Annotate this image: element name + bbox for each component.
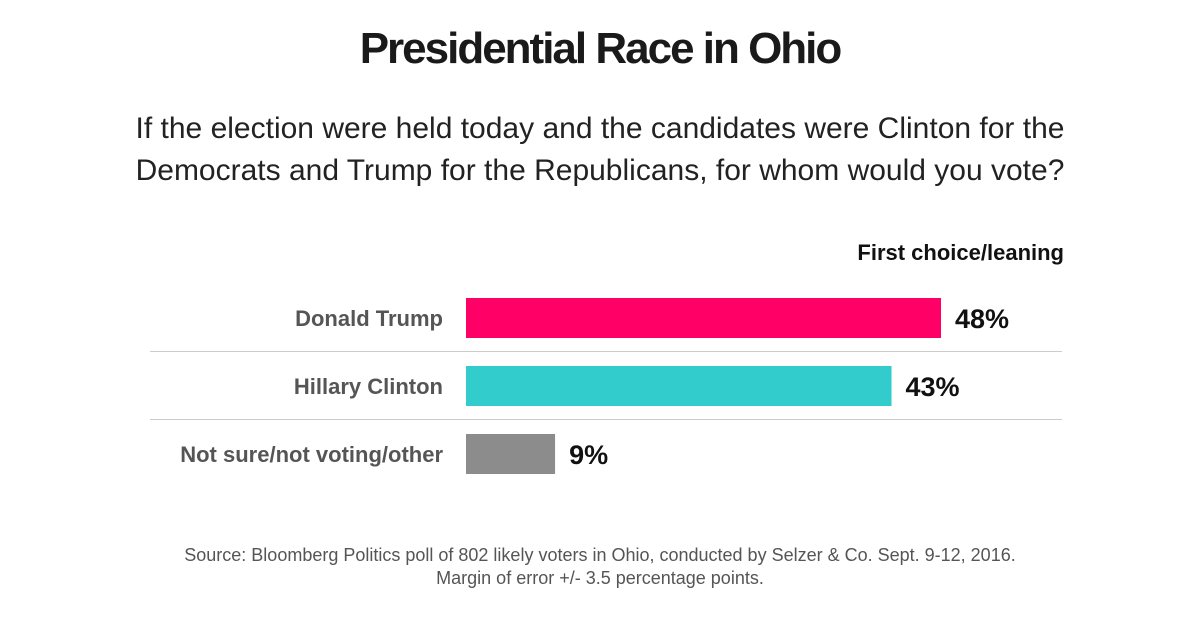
value-label: 48% (955, 304, 1009, 334)
margin-of-error-line: Margin of error +/- 3.5 percentage point… (436, 568, 764, 588)
column-header: First choice/leaning (857, 240, 1064, 265)
chart-subtitle: If the election were held today and the … (135, 112, 1065, 187)
bar-chart: Donald Trump 48% Hillary Clinton 43% Not sur… (150, 298, 1062, 474)
category-label: Donald Trump (295, 306, 443, 331)
value-label: 9% (569, 440, 608, 470)
value-label: 43% (906, 372, 960, 402)
bar (466, 298, 941, 338)
bar (466, 434, 556, 474)
category-label: Hillary Clinton (294, 374, 443, 399)
source-line: Source: Bloomberg Politics poll of 802 l… (184, 545, 1016, 565)
bar (466, 366, 892, 406)
category-label: Not sure/not voting/other (180, 442, 443, 467)
source-note: Source: Bloomberg Politics poll of 802 l… (0, 544, 1200, 590)
chart-title: Presidential Race in Ohio (359, 24, 843, 73)
